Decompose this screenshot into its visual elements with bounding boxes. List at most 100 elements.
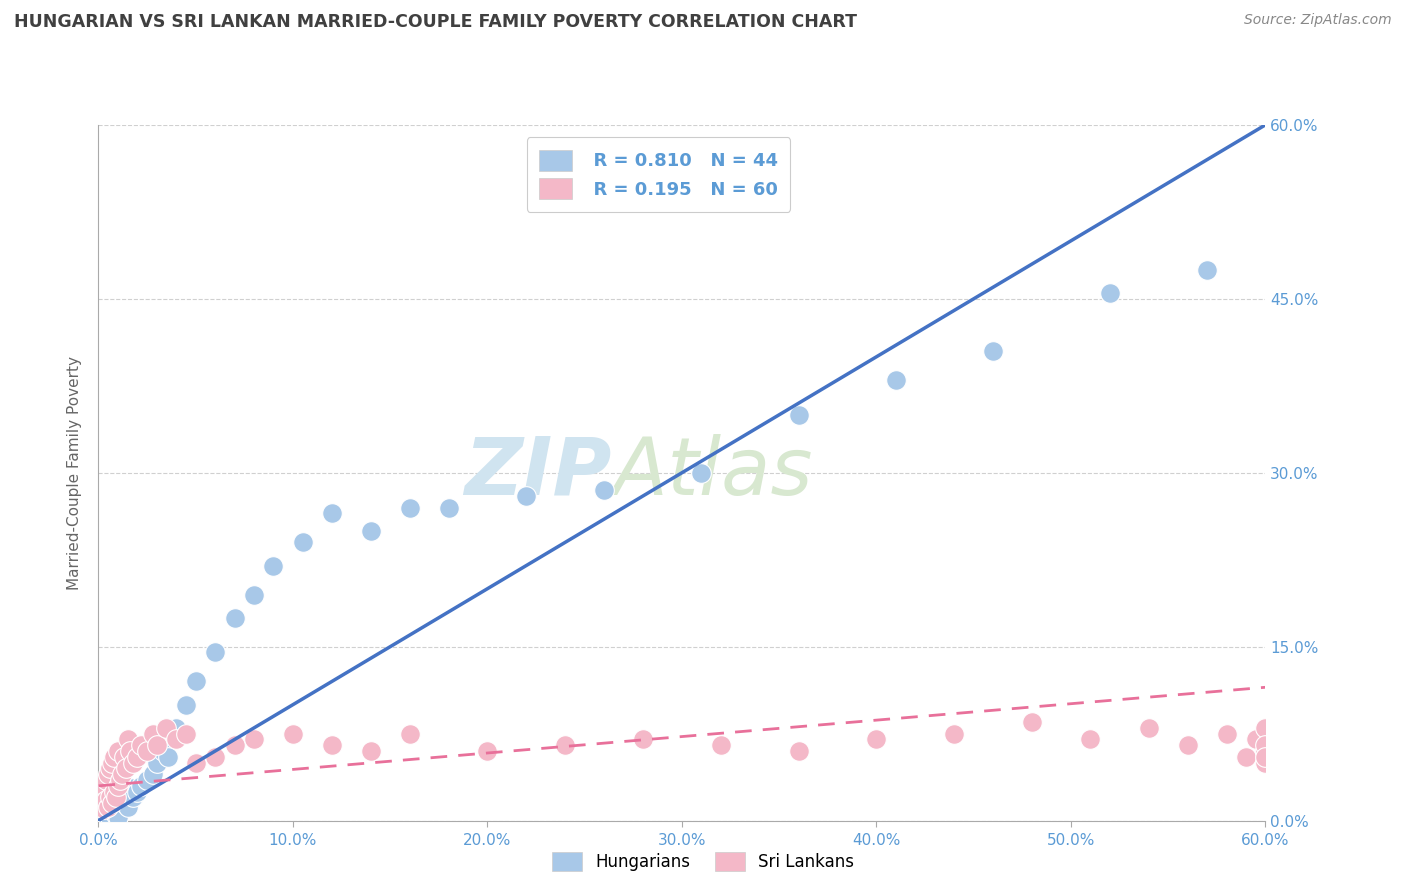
Point xyxy=(89,790,111,805)
Point xyxy=(97,767,120,781)
Point xyxy=(127,749,149,764)
Point xyxy=(96,808,118,822)
Point xyxy=(142,767,165,781)
Text: HUNGARIAN VS SRI LANKAN MARRIED-COUPLE FAMILY POVERTY CORRELATION CHART: HUNGARIAN VS SRI LANKAN MARRIED-COUPLE F… xyxy=(14,13,858,31)
Point xyxy=(174,726,197,740)
Point xyxy=(224,739,246,753)
Point xyxy=(1195,262,1218,277)
Point xyxy=(1021,715,1043,730)
Point xyxy=(787,744,810,758)
Point xyxy=(111,767,134,781)
Point xyxy=(114,785,136,799)
Point xyxy=(1137,721,1160,735)
Point xyxy=(1254,739,1277,753)
Point xyxy=(437,500,460,515)
Point xyxy=(243,732,266,747)
Point xyxy=(117,799,139,814)
Point xyxy=(262,558,284,573)
Point xyxy=(111,790,134,805)
Point xyxy=(884,373,907,387)
Point xyxy=(1177,739,1199,753)
Point xyxy=(398,726,420,740)
Point xyxy=(91,785,114,799)
Text: Atlas: Atlas xyxy=(612,434,813,512)
Point xyxy=(98,790,121,805)
Point xyxy=(243,587,266,601)
Point xyxy=(477,744,499,758)
Point xyxy=(117,732,139,747)
Point xyxy=(142,726,165,740)
Point xyxy=(118,788,141,802)
Point xyxy=(165,732,187,747)
Legend:   R = 0.810   N = 44,   R = 0.195   N = 60: R = 0.810 N = 44, R = 0.195 N = 60 xyxy=(527,137,790,211)
Point xyxy=(360,744,382,758)
Point xyxy=(103,796,125,810)
Point xyxy=(103,749,125,764)
Legend: Hungarians, Sri Lankans: Hungarians, Sri Lankans xyxy=(543,843,863,880)
Point xyxy=(690,466,713,480)
Point xyxy=(129,779,152,793)
Point xyxy=(122,756,145,770)
Point xyxy=(981,343,1004,358)
Point xyxy=(1244,732,1267,747)
Point xyxy=(165,721,187,735)
Point xyxy=(101,756,124,770)
Point xyxy=(515,489,537,503)
Point xyxy=(157,749,180,764)
Point xyxy=(943,726,966,740)
Point xyxy=(104,808,127,822)
Point xyxy=(136,772,159,788)
Point xyxy=(398,500,420,515)
Point xyxy=(184,756,207,770)
Point xyxy=(1254,744,1277,758)
Point xyxy=(152,744,174,758)
Point xyxy=(146,739,169,753)
Point xyxy=(107,810,129,824)
Point xyxy=(103,785,125,799)
Point xyxy=(107,744,129,758)
Point xyxy=(1254,721,1277,735)
Point xyxy=(281,726,304,740)
Point xyxy=(121,781,143,796)
Y-axis label: Married-Couple Family Poverty: Married-Couple Family Poverty xyxy=(67,356,83,590)
Point xyxy=(93,779,115,793)
Text: Source: ZipAtlas.com: Source: ZipAtlas.com xyxy=(1244,13,1392,28)
Point xyxy=(93,802,115,816)
Point xyxy=(127,785,149,799)
Point xyxy=(1234,749,1257,764)
Point xyxy=(787,408,810,422)
Point xyxy=(91,796,114,810)
Point xyxy=(184,674,207,689)
Point xyxy=(710,739,733,753)
Point xyxy=(108,772,131,788)
Point xyxy=(98,810,121,824)
Point xyxy=(1215,726,1237,740)
Point xyxy=(291,535,314,549)
Point xyxy=(107,779,129,793)
Point xyxy=(593,483,616,498)
Point xyxy=(204,646,226,660)
Point xyxy=(118,744,141,758)
Point xyxy=(129,739,152,753)
Point xyxy=(865,732,887,747)
Point xyxy=(1098,285,1121,300)
Point xyxy=(360,524,382,538)
Point xyxy=(321,739,343,753)
Point xyxy=(101,799,124,814)
Point xyxy=(204,749,226,764)
Point xyxy=(146,756,169,770)
Point xyxy=(1080,732,1102,747)
Point xyxy=(114,761,136,775)
Point xyxy=(97,799,120,814)
Point xyxy=(321,506,343,520)
Point xyxy=(155,721,177,735)
Point xyxy=(174,698,197,712)
Point xyxy=(104,790,127,805)
Point xyxy=(91,808,114,822)
Text: ZIP: ZIP xyxy=(464,434,612,512)
Point xyxy=(97,805,120,819)
Point xyxy=(122,790,145,805)
Point xyxy=(554,739,576,753)
Point xyxy=(96,772,118,788)
Point xyxy=(93,802,115,816)
